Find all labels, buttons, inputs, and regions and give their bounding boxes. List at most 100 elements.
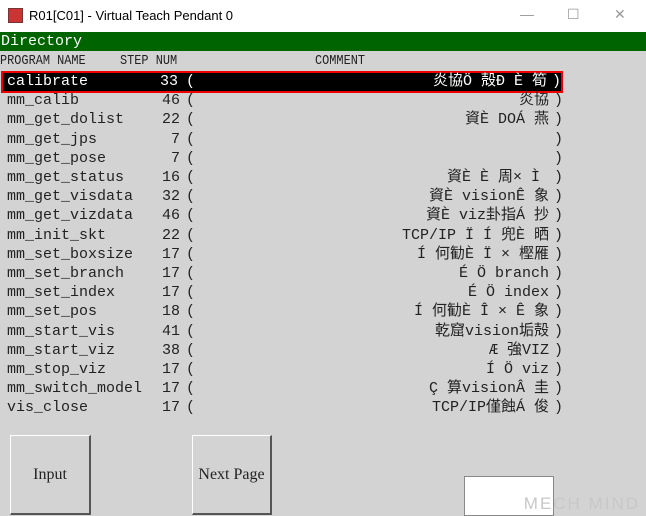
program-row[interactable]: mm_get_pose 7 () [3, 149, 563, 168]
step-num: 38 [161, 341, 180, 359]
program-comment: 資È visionÊ 象 [428, 188, 549, 206]
maximize-button[interactable]: ☐ [567, 6, 580, 22]
program-row[interactable]: mm_set_boxsize 17 ( Í 何勧È Ï × 樫雁) [3, 245, 563, 264]
program-comment: 炎協Ö 殻Ð È 筍 [432, 73, 547, 90]
program-row[interactable]: mm_get_visdata 32 ( 資È visionÊ 象) [3, 187, 563, 206]
program-comment: 資È DOÁ 燕 [464, 111, 549, 129]
program-comment: 炎協 [518, 92, 549, 110]
step-num: 17 [161, 284, 180, 302]
program-name: mm_get_pose [7, 149, 107, 167]
program-row[interactable]: mm_start_vis 41 ( 乾窟vision垢殻) [3, 322, 563, 341]
step-num: 46 [161, 207, 180, 225]
program-row[interactable]: mm_stop_viz 17 (Í Ö viz) [3, 360, 563, 379]
program-comment: É Ö index [467, 284, 549, 302]
program-row[interactable]: calibrate 33 (炎協Ö 殻Ð È 筍) [1, 71, 563, 93]
step-num: 7 [170, 149, 180, 167]
program-comment: É Ö branch [458, 265, 549, 282]
paren-close: ) [553, 92, 563, 110]
program-comment: Í 何勧È Ï × 樫雁 [416, 245, 549, 263]
paren-close: ) [553, 188, 563, 206]
paren-close: ) [553, 284, 563, 302]
step-num: 41 [161, 322, 180, 340]
program-row[interactable]: mm_set_pos 18 (Í 何勧È Î × Ê 象) [3, 302, 563, 321]
program-row[interactable]: mm_get_jps 7 () [3, 130, 563, 149]
paren-close: ) [553, 322, 563, 340]
step-num: 22 [161, 226, 180, 244]
program-name: mm_get_visdata [7, 188, 134, 206]
paren-close: ) [553, 341, 563, 359]
program-name: mm_get_status [7, 169, 125, 186]
program-name: mm_init_skt [7, 226, 107, 244]
paren-open: ( [186, 149, 196, 167]
program-row[interactable]: mm_switch_model 17 (Ç 算visionÂ 圭) [3, 379, 563, 398]
program-row[interactable]: vis_close 17 (TCP/IP僅蝕Á 俊) [3, 398, 563, 417]
input-button[interactable]: Input [10, 435, 91, 515]
paren-open: ( [186, 245, 196, 263]
program-name: mm_calib [7, 92, 80, 110]
paren-open: ( [186, 399, 196, 417]
paren-open: ( [186, 284, 196, 302]
program-comment: 資È È 周× Ì [446, 169, 549, 186]
program-row[interactable]: mm_get_dolist 22 ( 資È DOÁ 燕) [3, 110, 563, 129]
program-row[interactable]: mm_get_status 16 (資È È 周× Ì ) [3, 168, 563, 187]
step-num: 22 [161, 111, 180, 129]
program-row[interactable]: mm_get_vizdata 46 (資È viz卦指Á 抄) [3, 206, 563, 225]
program-name: mm_set_branch [7, 265, 125, 282]
program-comment: Í Ö viz [485, 361, 549, 378]
next-page-button[interactable]: Next Page [192, 435, 272, 515]
program-name: calibrate [7, 73, 89, 90]
column-header-program-name: PROGRAM NAME [0, 53, 86, 69]
close-button[interactable]: ✕ [614, 6, 626, 22]
program-row[interactable]: mm_init_skt 22 ( TCP/IP Ï Í 兜È 晒) [3, 226, 563, 245]
step-num: 17 [161, 380, 180, 398]
paren-open: ( [186, 322, 196, 340]
program-name: vis_close [7, 399, 89, 417]
program-name: mm_set_index [7, 284, 116, 302]
step-num: 17 [161, 245, 180, 263]
paren-open: ( [186, 73, 196, 90]
program-comment: 乾窟vision垢殻 [434, 322, 549, 340]
step-num: 18 [161, 303, 180, 321]
program-name: mm_get_jps [7, 130, 98, 148]
program-comment: Ç 算visionÂ 圭 [428, 380, 549, 398]
paren-close: ) [553, 130, 563, 148]
paren-open: ( [186, 303, 196, 321]
minimize-button[interactable]: — [520, 6, 534, 22]
paren-close: ) [553, 265, 563, 282]
paren-close: ) [553, 111, 563, 129]
program-name: mm_start_viz [7, 341, 116, 359]
window-title: R01[C01] - Virtual Teach Pendant 0 [29, 8, 234, 23]
program-comment: TCP/IP Ï Í 兜È 晒 [401, 226, 549, 244]
paren-open: ( [186, 188, 196, 206]
step-num: 17 [161, 399, 180, 417]
watermark-logo: MECH MIND [523, 494, 640, 513]
paren-open: ( [186, 341, 196, 359]
paren-close: ) [553, 245, 563, 263]
program-name: mm_get_dolist [7, 111, 125, 129]
step-num: 32 [161, 188, 180, 206]
paren-close: ) [553, 361, 563, 378]
program-name: mm_switch_model [7, 380, 143, 398]
paren-open: ( [186, 111, 196, 129]
step-num: 16 [161, 169, 180, 186]
paren-close: ) [553, 169, 563, 186]
program-name: mm_start_vis [7, 322, 116, 340]
paren-close: ) [553, 226, 563, 244]
paren-open: ( [186, 361, 196, 378]
paren-close: ) [553, 303, 563, 321]
paren-open: ( [186, 226, 196, 244]
directory-header: Directory [0, 32, 646, 51]
program-row[interactable]: mm_calib 46 (炎協) [3, 91, 563, 110]
paren-open: ( [186, 380, 196, 398]
paren-close: ) [551, 73, 561, 90]
column-header-comment: COMMENT [315, 53, 365, 69]
program-comment: 資È viz卦指Á 抄 [425, 207, 549, 225]
step-num: 46 [161, 92, 180, 110]
program-name: mm_get_vizdata [7, 207, 134, 225]
step-num: 17 [161, 265, 180, 282]
program-name: mm_set_boxsize [7, 245, 134, 263]
program-row[interactable]: mm_set_index 17 ( É Ö index) [3, 283, 563, 302]
program-row[interactable]: mm_set_branch 17 (É Ö branch) [3, 264, 563, 283]
program-comment: TCP/IP僅蝕Á 俊 [431, 399, 549, 417]
program-row[interactable]: mm_start_viz 38 (Æ 強VIZ) [3, 341, 563, 360]
